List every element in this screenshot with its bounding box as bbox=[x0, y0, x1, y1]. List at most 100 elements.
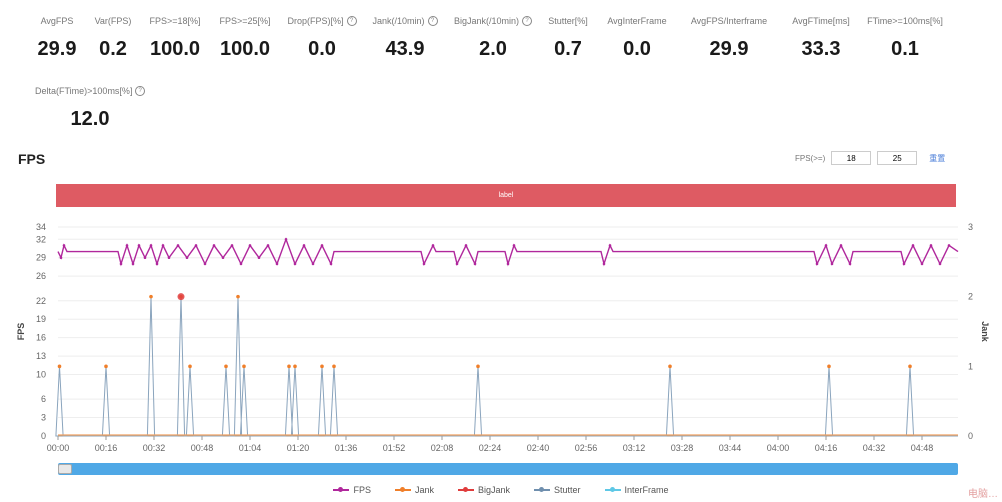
metric-label: Var(FPS) bbox=[58, 16, 168, 26]
y-axis-label: FPS bbox=[16, 323, 26, 341]
jank-point bbox=[287, 364, 291, 369]
legend-item[interactable]: Stutter bbox=[534, 485, 581, 495]
help-icon[interactable]: ? bbox=[427, 16, 438, 26]
legend-label: FPS bbox=[353, 485, 371, 495]
metric-card: Delta(FTime)>100ms[%]? 12.0 bbox=[35, 86, 145, 131]
metric-label: Jank(/10min)? bbox=[350, 16, 460, 26]
help-icon[interactable]: ? bbox=[346, 16, 357, 26]
metric-label-text: AvgFTime[ms] bbox=[792, 16, 850, 26]
metric-label: Delta(FTime)>100ms[%]? bbox=[35, 86, 145, 96]
y-tick-label: 19 bbox=[36, 314, 46, 324]
metric-value: 0.1 bbox=[891, 38, 919, 60]
y2-tick-label: 1 bbox=[968, 361, 973, 371]
fps-point bbox=[176, 244, 180, 247]
jank-point bbox=[188, 364, 192, 369]
metric-value: 2.0 bbox=[479, 38, 507, 60]
metric-card: BigJank(/10min)? 2.0 bbox=[438, 16, 548, 61]
x-tick-label: 01:20 bbox=[287, 443, 310, 453]
fps-threshold-input-2[interactable] bbox=[877, 151, 918, 165]
metric-label-text: AvgFPS/Interframe bbox=[690, 16, 768, 26]
fps-point bbox=[155, 262, 159, 266]
fps-point bbox=[137, 244, 141, 247]
x-tick-label: 03:28 bbox=[671, 443, 694, 453]
fps-point bbox=[143, 256, 147, 260]
fps-point bbox=[815, 262, 819, 266]
y-tick-label: 29 bbox=[36, 253, 46, 263]
jank-point bbox=[104, 364, 108, 369]
timeline-scrollbar[interactable] bbox=[58, 463, 958, 475]
legend-item[interactable]: FPS bbox=[333, 485, 371, 495]
fps-point bbox=[848, 262, 852, 266]
x-tick-label: 01:36 bbox=[335, 443, 358, 453]
metric-label: Drop(FPS)[%]? bbox=[267, 16, 377, 26]
fps-point bbox=[221, 256, 225, 260]
help-icon[interactable]: ? bbox=[522, 16, 533, 26]
metric-card: Stutter[%] 0.7 bbox=[513, 16, 623, 61]
metric-label: FPS>=25[%] bbox=[190, 16, 300, 26]
fps-point bbox=[473, 262, 477, 266]
metric-value: 29.9 bbox=[709, 38, 749, 60]
fps-point bbox=[125, 244, 129, 247]
fps-point bbox=[131, 262, 135, 266]
metric-label-text: FTime>=100ms[%] bbox=[867, 16, 943, 26]
fps-point bbox=[929, 244, 933, 247]
y-tick-label: 10 bbox=[36, 370, 46, 380]
help-icon[interactable]: ? bbox=[135, 86, 145, 96]
fps-point bbox=[824, 244, 828, 247]
legend-label: BigJank bbox=[477, 485, 511, 495]
fps-point bbox=[422, 262, 426, 266]
chart-section-title: FPS bbox=[18, 151, 46, 167]
metric-value: 100.0 bbox=[149, 38, 201, 60]
legend-swatch bbox=[394, 487, 411, 492]
metric-card: Drop(FPS)[%]? 0.0 bbox=[267, 16, 377, 61]
metric-value: 0.0 bbox=[308, 38, 336, 60]
metric-card: FPS>=25[%] 100.0 bbox=[190, 16, 300, 61]
jank-point bbox=[293, 364, 297, 369]
legend-item[interactable]: BigJank bbox=[457, 485, 511, 495]
metric-card: Var(FPS) 0.2 bbox=[58, 16, 168, 61]
jank-point bbox=[908, 364, 912, 369]
metric-label-text: Var(FPS) bbox=[94, 16, 132, 26]
fps-point bbox=[455, 262, 459, 266]
fps-point bbox=[149, 244, 153, 247]
scrollbar-handle[interactable] bbox=[58, 464, 72, 474]
x-tick-label: 00:16 bbox=[95, 443, 118, 453]
metric-label: BigJank(/10min)? bbox=[438, 16, 548, 26]
metric-label-text: Stutter[%] bbox=[548, 16, 588, 26]
fps-point bbox=[284, 237, 288, 241]
fps-point bbox=[320, 244, 324, 247]
jank-point bbox=[320, 364, 324, 369]
fps-point bbox=[512, 244, 516, 247]
jank-point bbox=[149, 294, 153, 299]
metric-value: 0.7 bbox=[554, 38, 582, 60]
fps-point bbox=[830, 262, 834, 266]
reset-button[interactable]: 重置 bbox=[929, 153, 946, 163]
y-tick-label: 32 bbox=[36, 234, 46, 244]
metric-value: 0.0 bbox=[623, 38, 651, 60]
fps-point bbox=[506, 262, 510, 266]
legend-item[interactable]: Jank bbox=[394, 485, 434, 495]
x-tick-label: 00:00 bbox=[47, 443, 70, 453]
fps-point bbox=[311, 262, 315, 266]
fps-point bbox=[167, 256, 171, 260]
fps-point bbox=[911, 244, 915, 247]
x-tick-label: 03:12 bbox=[623, 443, 646, 453]
metric-label: Stutter[%] bbox=[513, 16, 623, 26]
legend-item[interactable]: InterFrame bbox=[604, 485, 669, 495]
jank-point bbox=[476, 364, 480, 369]
fps-point bbox=[257, 256, 261, 260]
fps-point bbox=[194, 244, 198, 247]
fps-point bbox=[161, 244, 165, 247]
fps-point bbox=[293, 262, 297, 266]
y-tick-label: 22 bbox=[36, 296, 46, 306]
metric-value: 33.3 bbox=[801, 38, 841, 60]
metric-value: 43.9 bbox=[385, 38, 425, 60]
jank-point bbox=[236, 294, 240, 299]
metric-value: 0.2 bbox=[99, 38, 127, 60]
y-tick-label: 16 bbox=[36, 333, 46, 343]
fps-point bbox=[230, 244, 234, 247]
bigjank-point bbox=[177, 293, 185, 301]
fps-threshold-input-1[interactable] bbox=[831, 151, 872, 165]
fps-point bbox=[203, 262, 207, 266]
y-tick-label: 0 bbox=[41, 431, 46, 441]
